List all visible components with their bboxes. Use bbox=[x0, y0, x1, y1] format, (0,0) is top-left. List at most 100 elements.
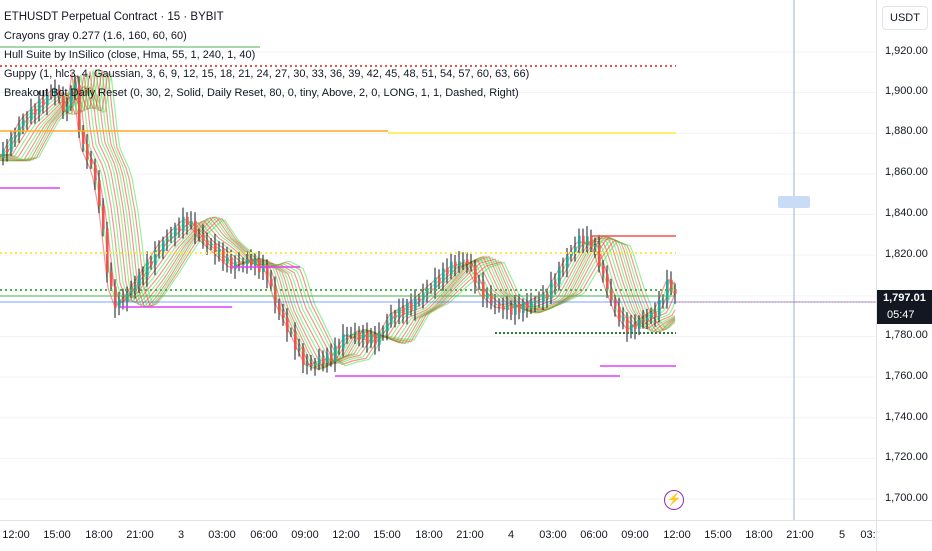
candle-body bbox=[574, 246, 577, 252]
candle-body bbox=[274, 286, 277, 304]
candle-body bbox=[46, 93, 49, 106]
indicator-crayons[interactable]: Crayons gray 0.277 (1.6, 160, 60, 60) bbox=[4, 30, 187, 42]
candle-body bbox=[554, 281, 557, 285]
candle-body bbox=[498, 303, 501, 307]
price-tick: 1,920.00 bbox=[885, 45, 928, 57]
candle-body bbox=[174, 226, 177, 237]
candle-body bbox=[102, 205, 105, 229]
candle-body bbox=[82, 130, 85, 145]
candle-body bbox=[494, 303, 497, 305]
candle-body bbox=[642, 319, 645, 321]
candle-body bbox=[186, 216, 189, 225]
candle-body bbox=[618, 306, 621, 321]
candle-body bbox=[310, 363, 313, 366]
candle-body bbox=[482, 282, 485, 299]
price-chart[interactable] bbox=[0, 0, 876, 520]
candle-body bbox=[586, 236, 589, 245]
candle-body bbox=[506, 305, 509, 311]
candle-body bbox=[190, 220, 193, 225]
candle-body bbox=[434, 277, 437, 289]
time-axis[interactable]: 12:00 15:00 18:00 21:00 3 03:00 06:00 09… bbox=[0, 520, 876, 551]
chart-area[interactable]: ETHUSDT Perpetual Contract · 15 · BYBIT … bbox=[0, 0, 876, 520]
candle-body bbox=[658, 299, 661, 317]
candle-body bbox=[542, 293, 545, 302]
candle-body bbox=[290, 331, 293, 333]
symbol-title[interactable]: ETHUSDT Perpetual Contract · 15 · BYBIT bbox=[4, 11, 224, 23]
time-tick: 12:00 bbox=[663, 529, 691, 541]
candle-body bbox=[650, 312, 653, 318]
candle-body bbox=[62, 95, 65, 112]
candle-body bbox=[50, 93, 53, 96]
candle-body bbox=[454, 261, 457, 267]
guppy-ribbon-line bbox=[0, 69, 676, 366]
candle-body bbox=[138, 274, 141, 286]
lightning-icon[interactable]: ⚡ bbox=[664, 490, 684, 510]
vertical-line-tag[interactable] bbox=[778, 196, 810, 208]
candle-body bbox=[614, 300, 617, 307]
candle-body bbox=[330, 353, 333, 362]
candle-body bbox=[162, 241, 165, 252]
candle-body bbox=[122, 298, 125, 302]
candle-body bbox=[442, 268, 445, 283]
currency-button[interactable]: USDT bbox=[882, 6, 928, 30]
time-tick: 15:00 bbox=[704, 529, 732, 541]
candle-body bbox=[2, 149, 5, 158]
time-tick: 03: bbox=[860, 529, 876, 541]
axis-corner bbox=[876, 520, 932, 551]
price-tick: 1,820.00 bbox=[885, 248, 928, 260]
price-tick: 1,840.00 bbox=[885, 207, 928, 219]
candle-body bbox=[302, 347, 305, 365]
candle-body bbox=[418, 298, 421, 300]
candle-body bbox=[490, 293, 493, 304]
candle-body bbox=[318, 358, 321, 364]
candle-body bbox=[242, 264, 245, 266]
price-tick: 1,900.00 bbox=[885, 85, 928, 97]
candle-body bbox=[378, 332, 381, 345]
candle-body bbox=[170, 236, 173, 239]
candle-body bbox=[458, 261, 461, 267]
candle-body bbox=[386, 322, 389, 331]
price-tick: 1,780.00 bbox=[885, 329, 928, 341]
time-tick: 12:00 bbox=[332, 529, 360, 541]
candle-body bbox=[6, 149, 9, 152]
candle-body bbox=[358, 332, 361, 340]
candle-body bbox=[530, 301, 533, 309]
indicator-hull-suite[interactable]: Hull Suite by InSilico (close, Hma, 55, … bbox=[4, 49, 256, 61]
candle-body bbox=[226, 256, 229, 263]
candle-body bbox=[14, 135, 17, 138]
candle-body bbox=[54, 89, 57, 96]
candle-body bbox=[674, 289, 677, 294]
price-tick: 1,740.00 bbox=[885, 411, 928, 423]
candle-body bbox=[594, 245, 597, 248]
candle-body bbox=[58, 89, 61, 96]
candle-body bbox=[86, 144, 89, 160]
candle-body bbox=[34, 108, 37, 114]
candle-body bbox=[74, 85, 77, 90]
candle-body bbox=[194, 220, 197, 235]
candle-body bbox=[462, 259, 465, 262]
candle-body bbox=[234, 262, 237, 269]
time-tick: 06:00 bbox=[580, 529, 608, 541]
candle-body bbox=[446, 268, 449, 275]
candle-body bbox=[366, 332, 369, 344]
candle-body bbox=[118, 298, 121, 308]
candle-body bbox=[426, 288, 429, 294]
time-tick: 18:00 bbox=[85, 529, 113, 541]
time-tick: 15:00 bbox=[373, 529, 401, 541]
price-tick: 1,880.00 bbox=[885, 125, 928, 137]
indicator-guppy[interactable]: Guppy (1, hlc3, 4, Gaussian, 3, 6, 9, 12… bbox=[4, 68, 530, 80]
price-axis[interactable]: USDT 1,920.00 1,900.00 1,880.00 1,860.00… bbox=[876, 0, 932, 520]
time-tick: 15:00 bbox=[43, 529, 71, 541]
time-tick: 21:00 bbox=[126, 529, 154, 541]
indicator-breakout-bot[interactable]: Breakout Bot Daily Reset (0, 30, 2, Soli… bbox=[4, 87, 519, 99]
time-tick: 09:00 bbox=[621, 529, 649, 541]
candle-body bbox=[510, 305, 513, 315]
candle-body bbox=[214, 243, 217, 255]
candle-body bbox=[322, 358, 325, 364]
candle-body bbox=[374, 334, 377, 345]
candle-body bbox=[238, 262, 241, 265]
candle-body bbox=[22, 119, 25, 127]
candle-body bbox=[410, 302, 413, 311]
candle-body bbox=[98, 180, 101, 206]
candle-body bbox=[558, 267, 561, 285]
